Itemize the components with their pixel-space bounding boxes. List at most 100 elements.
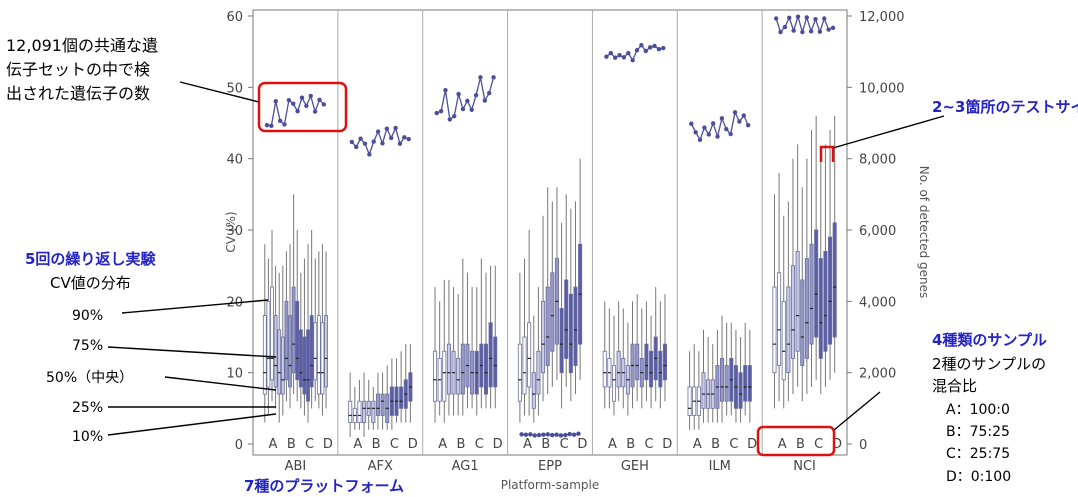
replicates-sub: CV値の分布	[50, 274, 131, 292]
box-iqr	[564, 279, 569, 359]
platform-label: GEH	[621, 459, 649, 474]
right-y-tick-label: 0	[859, 438, 867, 453]
detected-genes-point	[317, 97, 322, 103]
mix-c-label: C：25:75	[946, 446, 1010, 462]
platform-label: ILM	[709, 459, 731, 474]
x-axis-label: Platform-sample	[501, 478, 600, 492]
genes-highlight-box	[257, 81, 348, 133]
detected-genes-point	[693, 130, 698, 135]
box-iqr	[280, 336, 285, 395]
detected-genes-point	[478, 75, 483, 80]
box-iqr	[295, 300, 300, 381]
detected-genes-point	[639, 43, 644, 48]
detected-genes-point	[541, 432, 546, 437]
detected-genes-point	[304, 103, 309, 109]
box-iqr	[371, 400, 376, 424]
detected-genes-point	[728, 131, 733, 137]
box-iqr	[611, 365, 617, 402]
detected-genes-point	[536, 432, 542, 438]
left-y-axis-label: CV (%)	[224, 211, 238, 252]
detected-genes-point	[656, 46, 662, 52]
detected-genes-point	[532, 433, 537, 438]
box-iqr	[517, 343, 522, 402]
detected-genes-point	[737, 119, 742, 124]
sample-label: A	[438, 437, 447, 452]
left-y-tick-label: 50	[226, 81, 243, 96]
detected-genes-point	[621, 55, 627, 60]
detected-genes-point	[362, 141, 368, 146]
box-iqr	[442, 350, 447, 402]
detected-genes-point	[434, 110, 439, 116]
mix-a-label: A：100:0	[946, 402, 1010, 418]
detected-genes-point	[724, 126, 729, 132]
box-iqr	[828, 236, 833, 345]
detected-genes-point	[558, 433, 564, 438]
detected-genes-point	[702, 125, 707, 130]
box-iqr	[298, 329, 303, 388]
box-iqr	[531, 372, 536, 409]
sample-label: A	[778, 437, 787, 452]
box-iqr	[832, 222, 837, 338]
sample-label: D	[323, 437, 333, 452]
platform-label: EPP	[538, 459, 562, 474]
detected-genes-point	[402, 135, 407, 140]
detected-genes-point	[571, 432, 577, 437]
detected-genes-point	[643, 48, 648, 54]
box-iqr	[456, 357, 461, 395]
detected-genes-point	[447, 117, 453, 122]
box-iqr	[738, 372, 743, 409]
box-iqr	[309, 315, 314, 388]
genes-note-line2: 伝子セットの中で検	[6, 60, 150, 79]
box-iqr	[818, 258, 823, 359]
detected-genes-point	[652, 43, 657, 49]
detected-genes-line	[351, 126, 409, 157]
detected-genes-point	[787, 15, 792, 20]
sample-label: C	[560, 437, 569, 452]
detected-genes-point	[393, 125, 398, 131]
box-iqr	[375, 393, 380, 416]
platform-label: AG1	[452, 459, 479, 474]
box-iqr	[602, 350, 607, 388]
genes-note-line3: 出された遺伝子の数	[6, 84, 150, 103]
detected-genes-point	[817, 29, 823, 34]
box-iqr	[809, 243, 814, 345]
platform-label: ABI	[285, 459, 307, 474]
platform-count-note: 7種のプラットフォーム	[244, 477, 404, 495]
box-iqr	[433, 350, 438, 402]
sample-label: C	[814, 437, 823, 452]
detected-genes-point	[626, 50, 631, 56]
detected-genes-point	[826, 27, 831, 32]
detected-genes-point	[554, 432, 559, 437]
box-iqr	[488, 322, 493, 388]
box-iqr	[273, 315, 278, 388]
box-iqr	[658, 350, 663, 388]
nci-samples-highlight-box	[756, 425, 836, 457]
box-iqr	[720, 357, 725, 402]
sample-label: D	[747, 437, 757, 452]
box-iqr	[266, 300, 271, 388]
box-iqr	[786, 286, 791, 374]
detected-genes-point	[617, 53, 622, 58]
platform-dividers	[337, 10, 763, 455]
sample-types-sub-line1: 2種のサンプルの	[932, 355, 1046, 373]
box-iqr	[804, 258, 809, 359]
detected-genes-point	[661, 45, 666, 51]
platform-label: AFX	[368, 459, 393, 474]
detected-genes-line	[266, 93, 325, 127]
detected-genes-point	[800, 29, 805, 35]
sample-label: C	[729, 437, 738, 452]
detected-genes-point	[291, 101, 296, 106]
sample-label: A	[269, 437, 278, 452]
sample-types-sub-line2: 混合比	[932, 377, 977, 395]
box-iqr	[823, 250, 828, 352]
detected-genes-point	[349, 139, 355, 145]
box-iqr	[493, 336, 498, 388]
detected-genes-point	[608, 50, 614, 56]
detected-genes-point	[710, 121, 716, 126]
detected-genes-point	[732, 110, 738, 115]
box-iqr	[541, 300, 546, 374]
genes-note-line1: 12,091個の共通な遺	[6, 36, 158, 55]
sample-label: B	[287, 437, 296, 452]
